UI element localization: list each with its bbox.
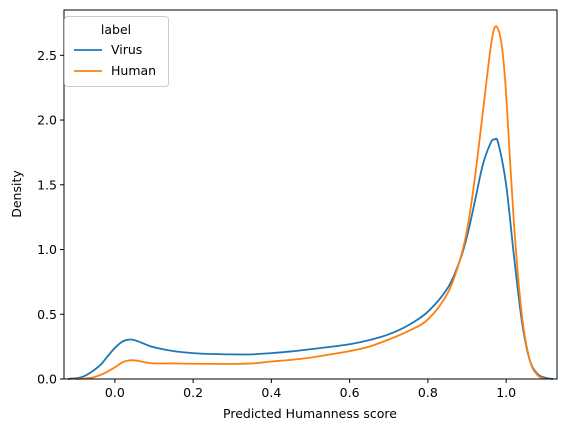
x-tick-label: 0.0 [105, 385, 125, 400]
x-tick-label: 0.6 [340, 385, 360, 400]
series-line-human [75, 25, 546, 380]
series-lines [67, 25, 554, 380]
series-line-virus [67, 137, 554, 380]
x-axis-label: Predicted Humanness score [223, 406, 397, 421]
x-tick-label: 1.0 [496, 385, 516, 400]
y-tick-label: 0.5 [37, 307, 57, 322]
legend-title: label [101, 22, 131, 37]
y-tick-label: 0.0 [37, 372, 57, 387]
legend-box [64, 16, 169, 87]
legend: label Virus Human [64, 16, 169, 87]
y-axis-ticks: 0.0 0.5 1.0 1.5 2.0 2.5 [37, 48, 64, 387]
y-tick-label: 2.5 [37, 48, 57, 63]
y-tick-label: 1.5 [37, 177, 57, 192]
y-axis-label: Density [9, 170, 24, 218]
x-tick-label: 0.4 [261, 385, 281, 400]
y-tick-label: 1.0 [37, 242, 57, 257]
plot-frame [63, 9, 558, 380]
x-axis-ticks: 0.0 0.2 0.4 0.6 0.8 1.0 [105, 379, 516, 400]
y-tick-label: 2.0 [37, 113, 57, 128]
x-tick-label: 0.2 [183, 385, 203, 400]
legend-label-virus: Virus [111, 42, 142, 57]
x-tick-label: 0.8 [418, 385, 438, 400]
legend-label-human: Human [111, 63, 156, 78]
